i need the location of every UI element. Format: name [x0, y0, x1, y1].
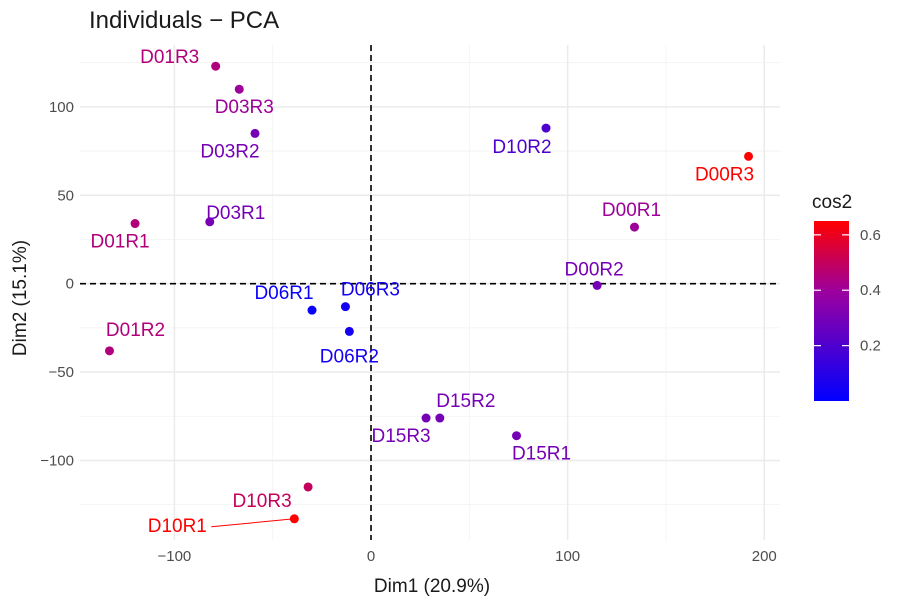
point-D01R1 [130, 219, 140, 229]
legend-tick-label: 0.2 [860, 338, 881, 355]
point-labels: D01R3 D03R3 D03R2 D01R1 D03R1 D01R2 D06R1 D06R3… [90, 47, 754, 537]
y-tick-label: −50 [49, 364, 74, 381]
point-label-D06R2: D06R2 [320, 346, 379, 367]
legend-title: cos2 [812, 192, 852, 213]
y-tick-label: −100 [40, 452, 74, 469]
axis-ticks: −100 0 100 200 −100 −50 0 50 100 [40, 99, 777, 565]
chart-title: Individuals − PCA [89, 7, 279, 34]
point-label-D00R1: D00R1 [602, 200, 661, 221]
y-tick-label: 50 [57, 187, 74, 204]
y-tick-label: 0 [66, 276, 74, 293]
point-label-D15R2: D15R2 [436, 391, 495, 412]
point-D06R1 [307, 305, 317, 315]
point-D06R3 [340, 302, 350, 312]
x-axis-title: Dim1 (20.9%) [374, 576, 490, 597]
point-label-D06R3: D06R3 [341, 280, 400, 301]
x-tick-label: 200 [752, 548, 777, 565]
label-leader-lines [211, 518, 295, 528]
point-label-D06R1: D06R1 [254, 283, 313, 304]
point-D15R3 [421, 413, 431, 423]
point-label-D01R3: D01R3 [140, 47, 199, 68]
point-label-D01R2: D01R2 [106, 320, 165, 341]
legend-ticks: 0.2 0.4 0.6 [814, 227, 881, 355]
point-D06R2 [344, 326, 354, 336]
point-label-D01R1: D01R1 [90, 232, 149, 253]
point-label-D10R3: D10R3 [233, 491, 292, 512]
x-tick-label: −100 [157, 548, 191, 565]
point-D03R1 [205, 217, 215, 227]
point-label-D03R3: D03R3 [215, 97, 274, 118]
grid [80, 45, 780, 540]
point-D15R1 [512, 431, 522, 441]
point-label-D03R2: D03R2 [200, 141, 259, 162]
y-tick-label: 100 [49, 99, 74, 116]
point-D00R1 [629, 222, 639, 232]
x-tick-label: 100 [555, 548, 580, 565]
point-D00R3 [744, 151, 754, 161]
point-label-D15R1: D15R1 [512, 444, 571, 465]
point-label-D03R1: D03R1 [206, 203, 265, 224]
y-axis-title: Dim2 (15.1%) [10, 240, 31, 356]
reference-lines [80, 45, 780, 540]
legend-tick-label: 0.4 [860, 282, 881, 299]
point-label-D10R1: D10R1 [148, 516, 207, 537]
leader-line-D10R1 [211, 518, 295, 528]
point-D10R3 [303, 482, 313, 492]
legend-colorbar [814, 221, 849, 401]
point-D15R2 [435, 413, 445, 423]
point-D10R1 [289, 514, 299, 524]
point-D01R2 [104, 346, 114, 356]
point-label-D00R3: D00R3 [695, 164, 754, 185]
point-D00R2 [592, 280, 602, 290]
point-label-D10R2: D10R2 [492, 137, 551, 158]
point-label-D15R3: D15R3 [371, 426, 430, 447]
point-D01R3 [211, 61, 221, 71]
point-D03R3 [234, 84, 244, 94]
color-legend: cos2 0.2 0.4 0.6 [812, 192, 881, 401]
legend-tick-label: 0.6 [860, 227, 881, 244]
point-D10R2 [541, 123, 551, 133]
point-D03R2 [250, 128, 260, 138]
x-tick-label: 0 [367, 548, 375, 565]
point-label-D00R2: D00R2 [565, 259, 624, 280]
points [104, 61, 754, 524]
